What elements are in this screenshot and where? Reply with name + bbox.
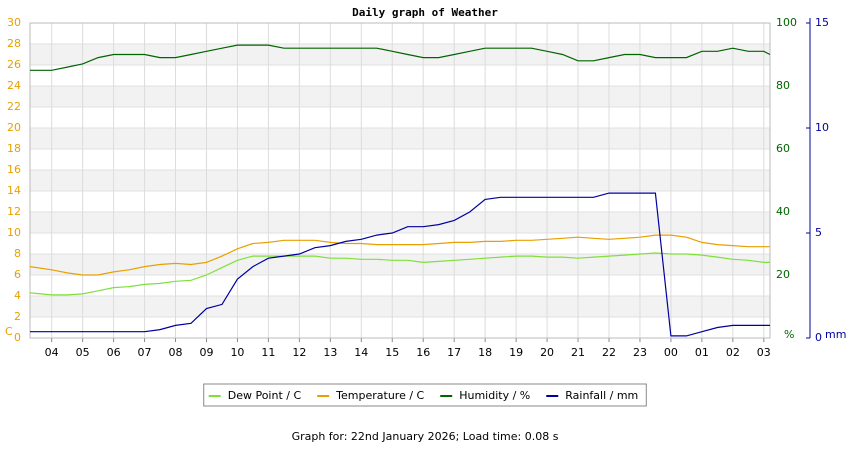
series-line <box>30 44 771 71</box>
y-tick-label: 24 <box>7 79 21 92</box>
y-tick-label: 28 <box>7 37 21 50</box>
y-tick-label: 20 <box>7 121 21 134</box>
y2-tick-label: 80 <box>776 79 790 92</box>
legend-box <box>203 383 647 407</box>
x-tick-label: 18 <box>478 346 492 359</box>
y-tick-label: 2 <box>14 310 21 323</box>
legend: Dew Point / C Temperature / C Humidity / %… <box>203 383 647 407</box>
x-tick-label: 10 <box>230 346 244 359</box>
grid-band <box>30 296 770 317</box>
y-tick-label: 18 <box>7 142 21 155</box>
grid-band <box>30 170 770 191</box>
y-tick-label: 14 <box>7 184 21 197</box>
x-tick-label: 06 <box>107 346 121 359</box>
y3-tick-label: 15 <box>815 16 829 29</box>
x-tick-label: 09 <box>199 346 213 359</box>
x-tick-label: 00 <box>664 346 678 359</box>
y-tick-label: 8 <box>14 247 21 260</box>
y-tick-label: 0 <box>14 331 21 344</box>
x-tick-label: 01 <box>695 346 709 359</box>
series-line <box>29 252 770 296</box>
legend-label: Humidity / % <box>459 389 530 402</box>
y2-tick-label: 100 <box>776 16 797 29</box>
y3-axis-unit: mm <box>825 328 846 341</box>
x-tick-label: 07 <box>138 346 152 359</box>
legend-label: Dew Point / C <box>228 389 302 402</box>
x-tick-label: 13 <box>323 346 337 359</box>
y2-tick-label: 20 <box>776 268 790 281</box>
y-tick-label: 16 <box>7 163 21 176</box>
y-axis-unit: C <box>5 325 13 338</box>
grid-band <box>30 128 770 149</box>
y-tick-label: 30 <box>7 16 21 29</box>
x-tick-label: 16 <box>416 346 430 359</box>
x-tick-label: 20 <box>540 346 554 359</box>
x-tick-label: 23 <box>633 346 647 359</box>
plot-frame <box>29 22 771 339</box>
y3-tick-label: 0 <box>815 331 822 344</box>
x-tick-label: 02 <box>726 346 740 359</box>
x-tick-label: 12 <box>292 346 306 359</box>
chart-title: Daily graph of Weather <box>352 6 498 19</box>
footer: Graph for: 22nd January 2026; Load time:… <box>292 430 559 443</box>
y-tick-label: 4 <box>14 289 21 302</box>
y3-tick-label: 10 <box>815 121 829 134</box>
x-tick-label: 05 <box>76 346 90 359</box>
x-tick-label: 22 <box>602 346 616 359</box>
y3-tick-label: 5 <box>815 226 822 239</box>
x-tick-label: 11 <box>261 346 275 359</box>
legend-label: Temperature / C <box>335 389 424 402</box>
x-tick-label: 17 <box>447 346 461 359</box>
x-tick-label: 03 <box>757 346 771 359</box>
series-line <box>29 234 770 276</box>
x-tick-label: 04 <box>45 346 59 359</box>
y2-tick-label: 60 <box>776 142 790 155</box>
series-line <box>30 192 770 337</box>
y2-axis-unit: % <box>784 328 794 341</box>
grid-band <box>30 212 770 233</box>
x-tick-label: 08 <box>169 346 183 359</box>
grid-band <box>30 254 770 275</box>
y-tick-label: 22 <box>7 100 21 113</box>
y-tick-label: 10 <box>7 226 21 239</box>
y2-tick-label: 40 <box>776 205 790 218</box>
y-tick-label: 6 <box>14 268 21 281</box>
x-tick-label: 21 <box>571 346 585 359</box>
y-tick-label: 12 <box>7 205 21 218</box>
y-tick-label: 26 <box>7 58 21 71</box>
x-tick-label: 15 <box>385 346 399 359</box>
grid-band <box>30 86 770 107</box>
x-tick-label: 19 <box>509 346 523 359</box>
legend-label: Rainfall / mm <box>565 389 638 402</box>
x-tick-label: 14 <box>354 346 368 359</box>
